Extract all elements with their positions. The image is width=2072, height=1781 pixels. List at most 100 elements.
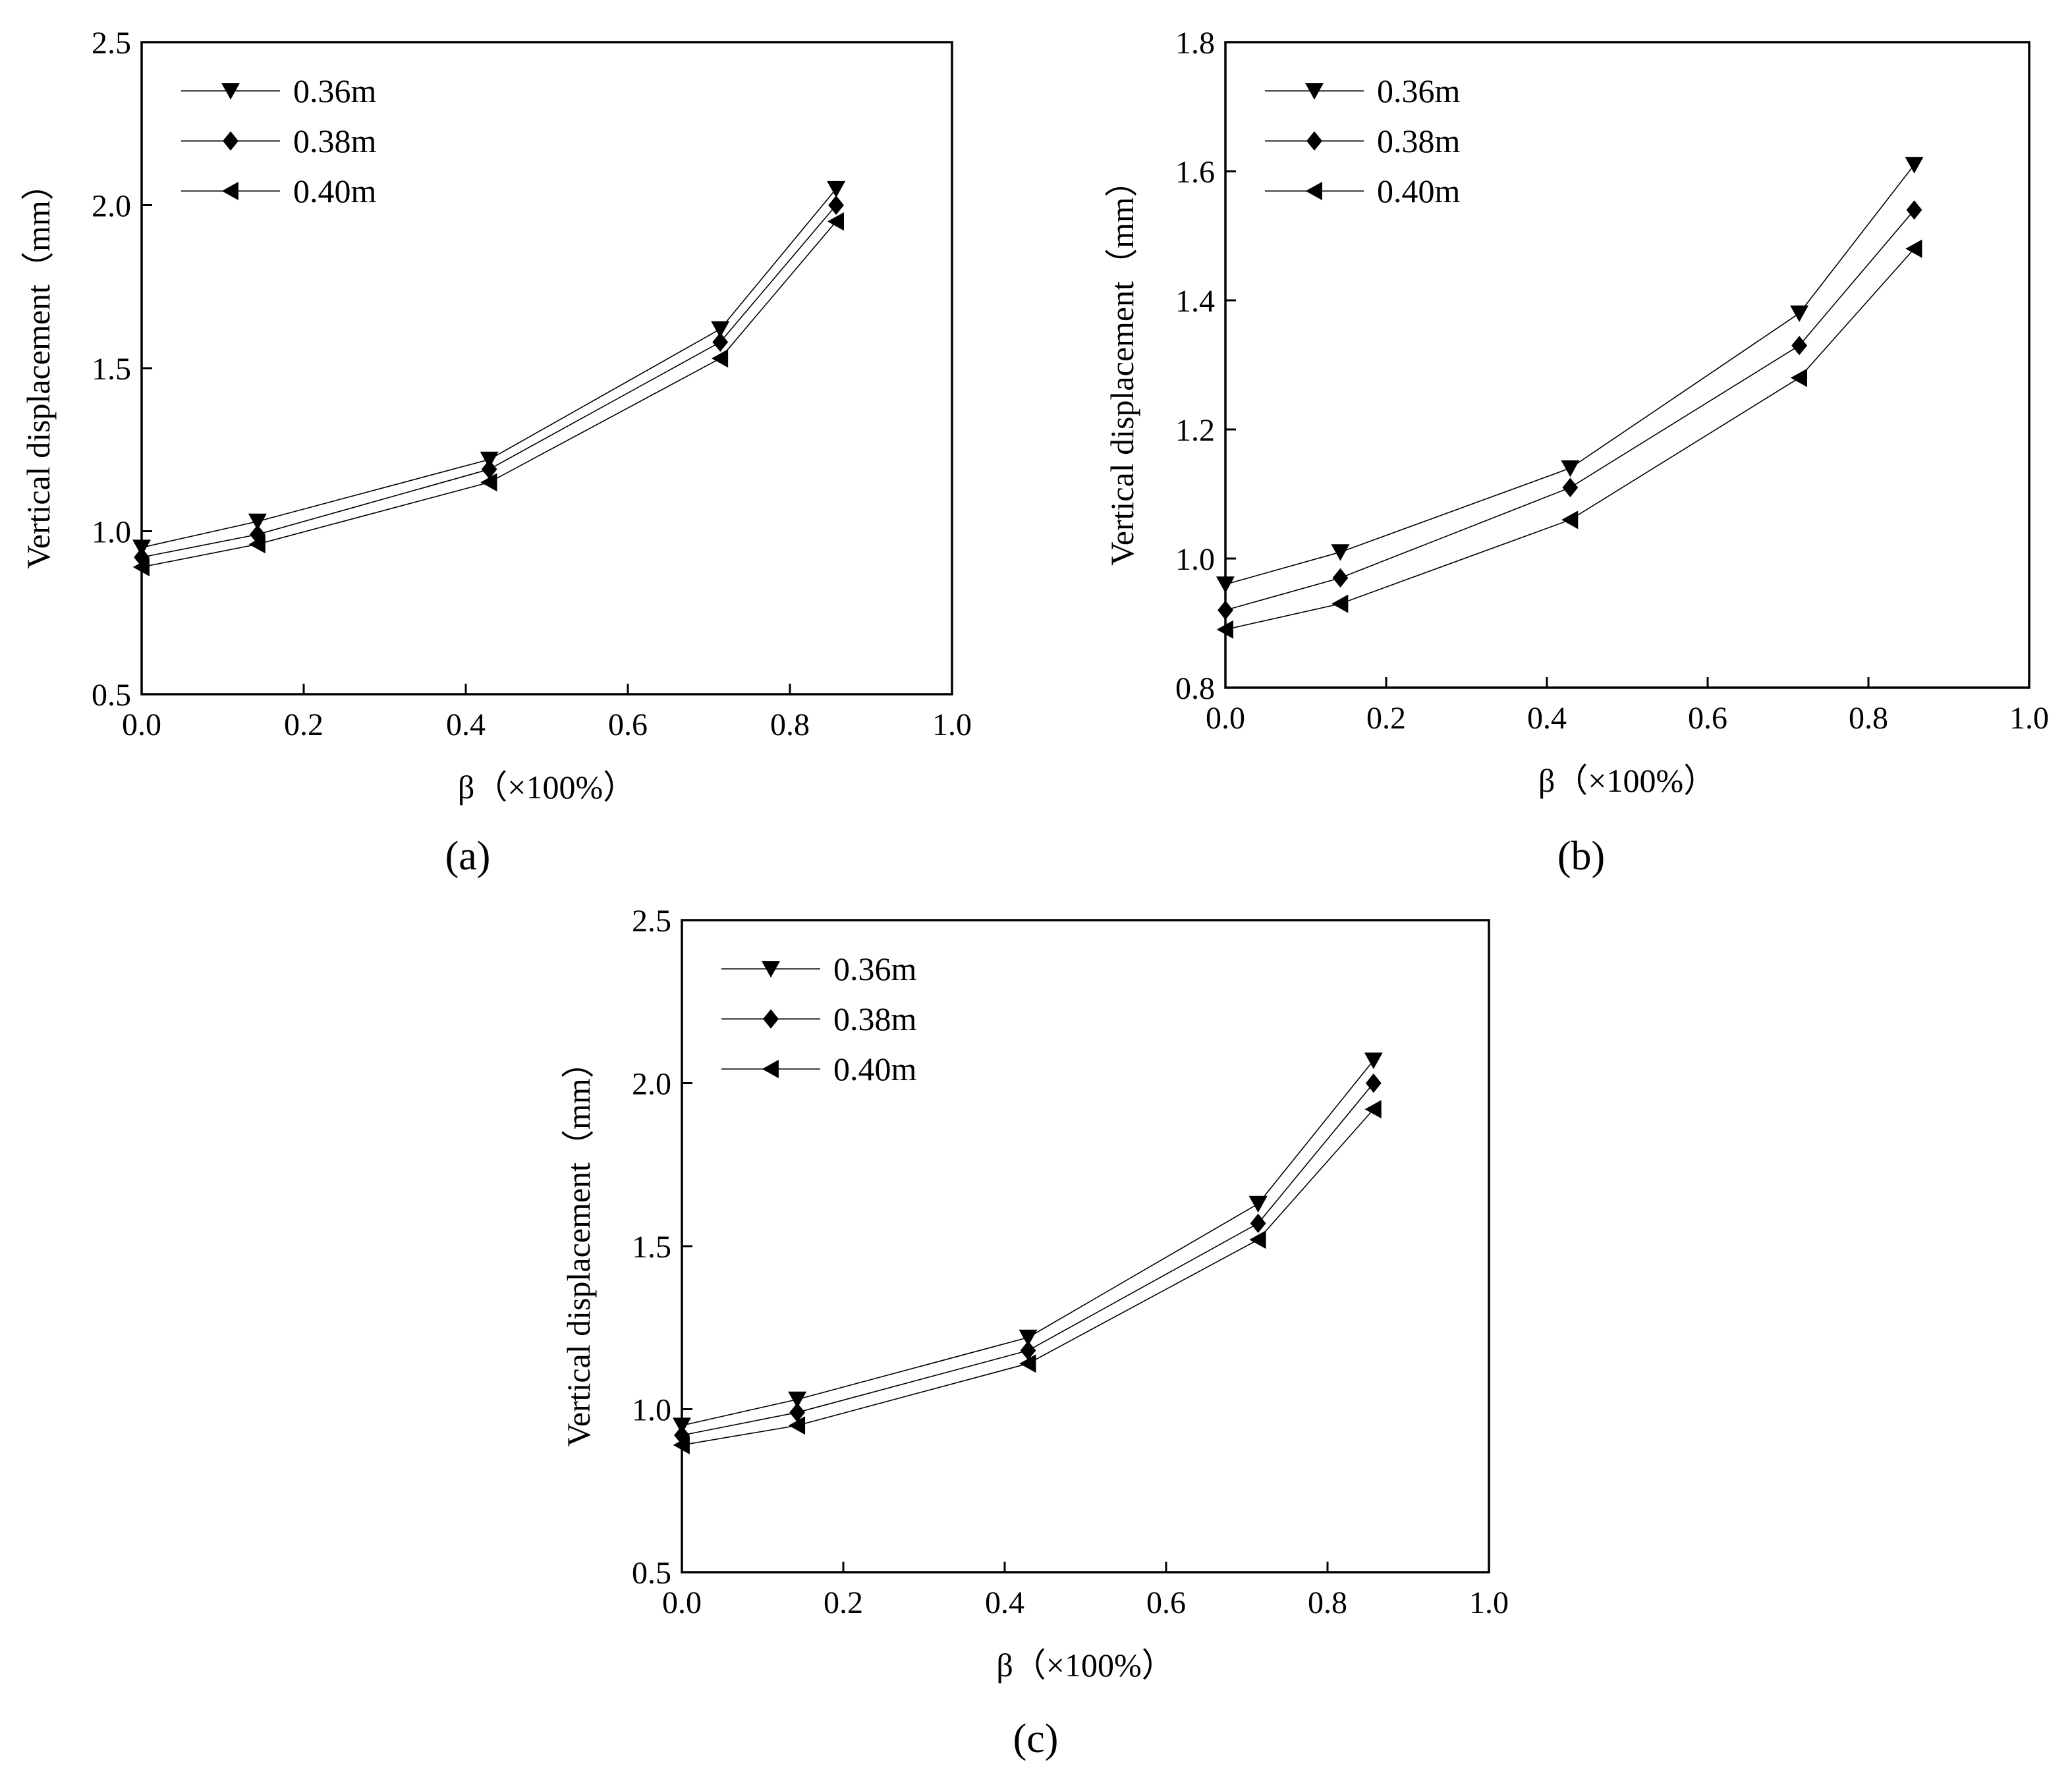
data-point-0.38m — [134, 547, 150, 567]
legend-marker-diamond — [763, 1009, 779, 1029]
legend-marker-triangle-left — [762, 1060, 779, 1078]
data-point-0.36m — [1216, 576, 1235, 593]
x-axis-label: β（×100%） — [996, 1647, 1174, 1684]
data-point-0.38m — [1332, 568, 1349, 588]
x-tick-label: 1.0 — [932, 707, 972, 742]
x-tick-label: 0.2 — [824, 1585, 863, 1620]
data-point-0.36m — [1561, 460, 1580, 478]
x-tick-label: 0.4 — [985, 1585, 1024, 1620]
y-tick-label: 1.5 — [632, 1230, 671, 1265]
plot-frame — [681, 919, 1490, 1574]
x-tick-label: 0.0 — [662, 1585, 702, 1620]
legend-marker-triangle-down — [1305, 83, 1324, 100]
legend-label: 0.38m — [293, 123, 377, 159]
y-axis-label: Vertical displacement（mm） — [560, 1045, 597, 1447]
x-tick-label: 0.2 — [1366, 701, 1406, 736]
data-point-0.40m — [1249, 1230, 1266, 1249]
x-tick-label: 0.8 — [770, 707, 810, 742]
x-axis-label: β（×100%） — [458, 769, 636, 806]
y-tick-label: 1.5 — [92, 352, 131, 387]
y-tick-label: 0.8 — [1175, 671, 1215, 706]
panel-label: (a) — [445, 834, 491, 879]
data-point-0.38m — [712, 332, 729, 352]
chart-c: 0.0 0.2 0.4 0.6 0.8 1.0 0.5 1.0 1.5 2.0 2.5 β（×100%… — [560, 904, 1509, 1761]
data-point-0.38m — [1020, 1340, 1036, 1361]
data-point-0.40m — [1561, 510, 1579, 530]
legend-marker-diamond — [1306, 131, 1322, 151]
series-line-0.40m — [681, 1109, 1374, 1446]
x-tick-label: 0.6 — [1146, 1585, 1186, 1620]
legend-marker-triangle-down — [762, 961, 780, 978]
legend-marker-triangle-down — [221, 83, 240, 100]
plot-frame — [140, 41, 953, 696]
series-line-0.40m — [141, 221, 837, 568]
data-point-0.36m — [1790, 305, 1809, 322]
chart-b: 0.0 0.2 0.4 0.6 0.8 1.0 0.8 1.0 1.2 1.4 1.6 1.8 β（×1… — [1104, 26, 2049, 879]
data-point-0.40m — [827, 212, 845, 231]
x-tick-label: 0.2 — [284, 707, 323, 742]
y-tick-label: 1.0 — [632, 1393, 671, 1428]
data-point-0.36m — [1364, 1052, 1383, 1070]
x-tick-label: 1.0 — [1469, 1585, 1509, 1620]
data-point-0.36m — [1248, 1195, 1268, 1213]
x-tick-label: 0.4 — [446, 707, 486, 742]
data-point-0.36m — [1331, 544, 1350, 561]
data-point-0.38m — [1906, 200, 1922, 220]
y-tick-label: 2.0 — [92, 189, 131, 224]
data-point-0.40m — [788, 1416, 806, 1435]
x-tick-label: 0.4 — [1527, 701, 1567, 736]
data-point-0.36m — [711, 321, 730, 338]
y-tick-label: 1.0 — [92, 515, 131, 550]
x-tick-label: 0.8 — [1849, 701, 1888, 736]
data-point-0.36m — [248, 513, 267, 530]
y-axis-label: Vertical displacement（mm） — [20, 167, 57, 569]
y-tick-label: 2.0 — [632, 1067, 671, 1102]
data-point-0.40m — [673, 1435, 690, 1454]
legend-label: 0.40m — [293, 173, 377, 209]
data-point-0.40m — [1019, 1354, 1036, 1373]
data-point-0.38m — [249, 524, 266, 545]
data-point-0.40m — [1216, 620, 1233, 639]
legend-label: 0.38m — [833, 1000, 917, 1037]
data-point-0.40m — [1364, 1100, 1382, 1119]
x-tick-label: 0.0 — [1206, 701, 1245, 736]
legend-label: 0.38m — [1377, 123, 1461, 159]
data-point-0.38m — [1218, 600, 1233, 620]
y-tick-label: 1.4 — [1175, 284, 1215, 319]
data-point-0.38m — [481, 459, 497, 480]
legend-label: 0.40m — [1377, 173, 1461, 209]
data-point-0.40m — [248, 535, 266, 554]
legend-label: 0.36m — [833, 950, 917, 987]
series-line-0.36m — [141, 188, 837, 549]
data-point-0.36m — [1905, 157, 1924, 174]
data-point-0.40m — [1905, 239, 1922, 258]
data-point-0.38m — [1250, 1213, 1266, 1234]
y-tick-label: 2.5 — [632, 904, 671, 939]
chart-a: 0.0 0.2 0.4 0.6 0.8 1.0 0.5 1.0 1.5 2.0 2.5 β（×100%… — [20, 26, 972, 879]
y-tick-label: 1.8 — [1175, 26, 1215, 61]
series-line-0.38m — [141, 204, 837, 558]
data-point-0.40m — [480, 473, 497, 492]
legend-label: 0.36m — [1377, 72, 1461, 109]
data-point-0.40m — [1331, 594, 1349, 613]
plot-frame — [1224, 41, 2030, 689]
data-point-0.38m — [1562, 478, 1579, 497]
data-point-0.38m — [789, 1402, 806, 1423]
series-line-0.40m — [1225, 248, 1915, 630]
y-tick-label: 1.6 — [1175, 155, 1215, 190]
y-tick-label: 2.5 — [92, 26, 131, 61]
data-point-0.40m — [132, 557, 150, 576]
x-axis-label: β（×100%） — [1538, 762, 1716, 799]
data-point-0.40m — [711, 349, 729, 368]
x-tick-label: 0.6 — [1688, 701, 1727, 736]
panel-label: (c) — [1013, 1716, 1059, 1761]
y-tick-label: 0.5 — [632, 1556, 671, 1591]
data-point-0.38m — [1365, 1073, 1382, 1093]
legend-marker-diamond — [223, 131, 238, 151]
legend-marker-triangle-left — [1305, 182, 1322, 200]
series-line-0.38m — [681, 1082, 1374, 1436]
legend-marker-triangle-left — [221, 182, 238, 200]
data-point-0.36m — [827, 180, 846, 198]
y-tick-label: 1.0 — [1175, 542, 1215, 577]
